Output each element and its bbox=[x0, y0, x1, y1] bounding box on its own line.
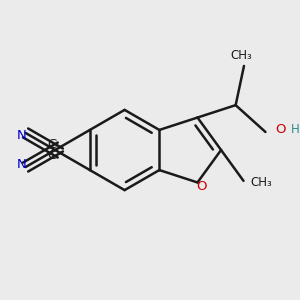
Text: C: C bbox=[47, 149, 56, 162]
Text: O: O bbox=[275, 123, 286, 136]
Text: CH₃: CH₃ bbox=[230, 49, 252, 62]
Text: CH₃: CH₃ bbox=[250, 176, 272, 189]
Text: N: N bbox=[16, 129, 26, 142]
Text: H: H bbox=[291, 123, 300, 136]
Text: N: N bbox=[16, 158, 26, 171]
Text: O: O bbox=[196, 180, 207, 193]
Text: C: C bbox=[47, 138, 56, 151]
